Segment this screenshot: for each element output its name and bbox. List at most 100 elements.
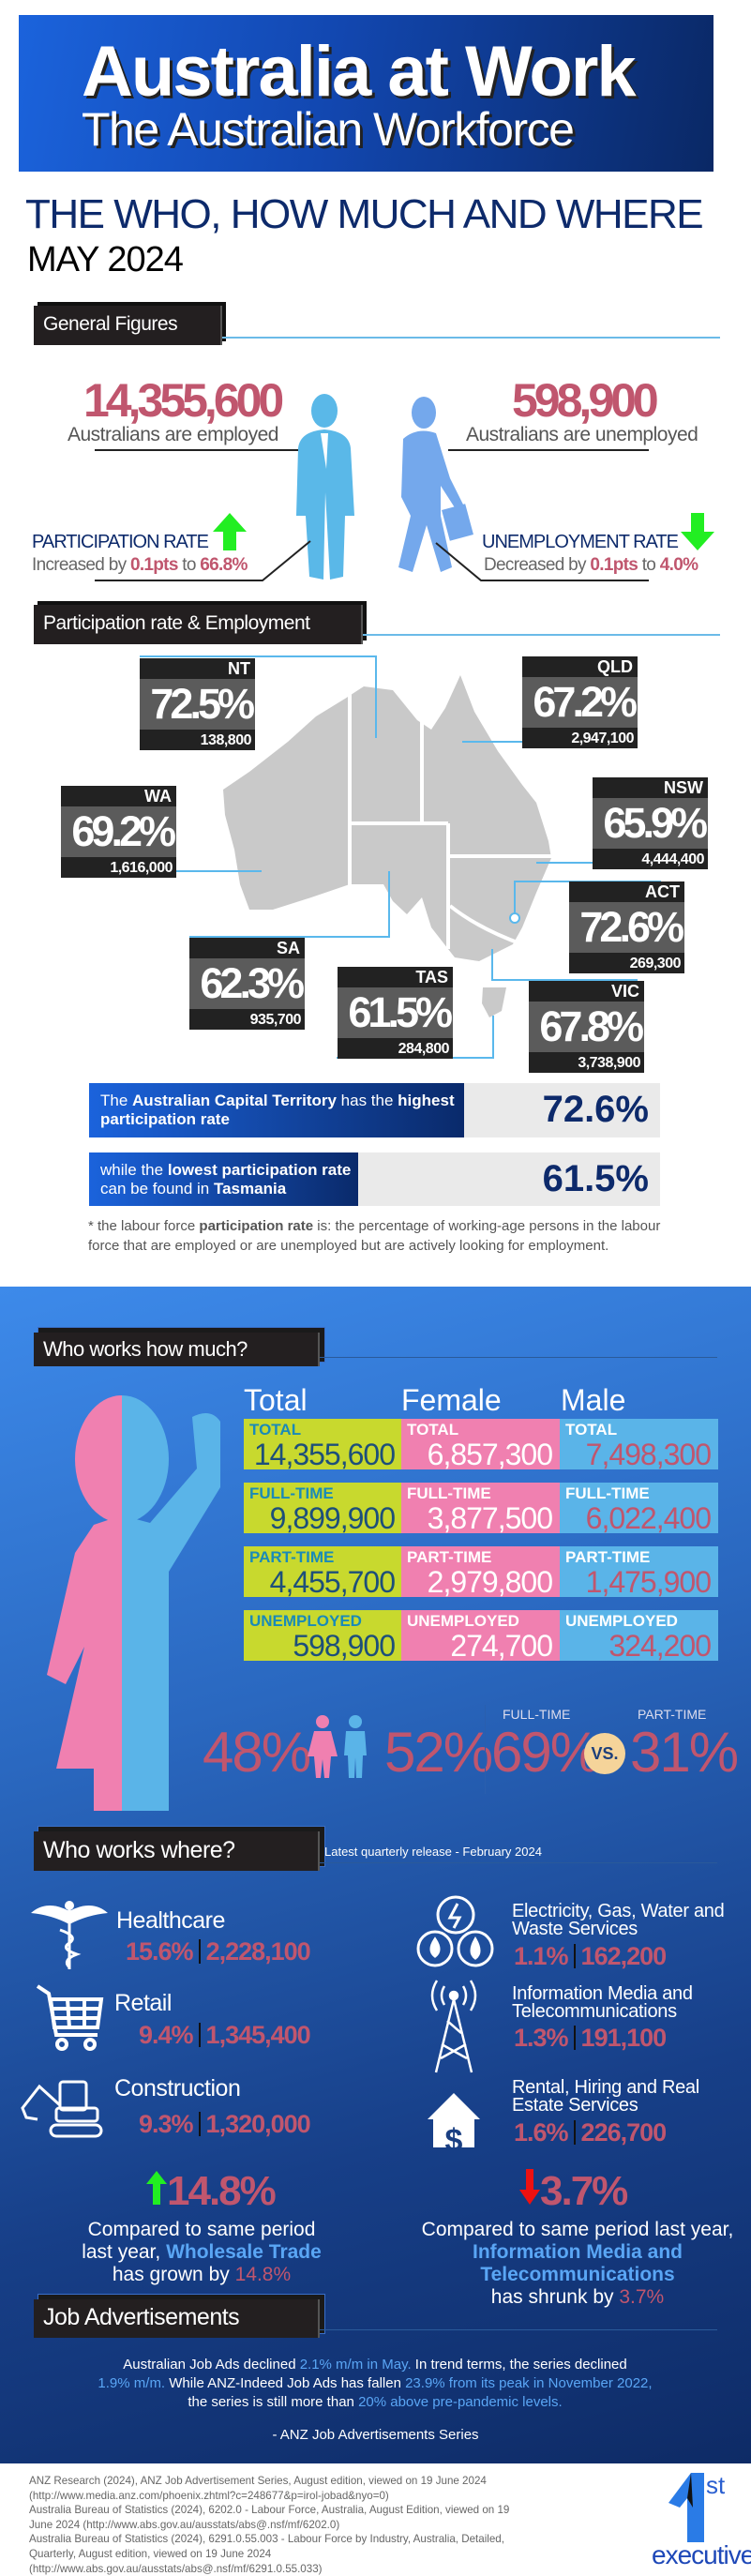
state-box-nsw: NSW 65.9% 4,444,400 [593, 777, 708, 869]
cell-label: FULL-TIME [249, 1484, 334, 1502]
state-borders [348, 694, 551, 949]
section-participation: Participation rate & Employment [34, 605, 363, 644]
state-rate: 69.2% [61, 806, 176, 857]
text: Compared to same period last year, [421, 2219, 734, 2240]
employed-man-icon [296, 394, 354, 580]
text: Increased by [32, 555, 130, 575]
utilities-icon [416, 1895, 494, 1967]
state-employed: 3,738,900 [529, 1052, 644, 1073]
state-box-act: ACT 72.6% 269,300 [569, 881, 684, 973]
separator [573, 2120, 576, 2145]
arrow-down-icon [519, 2169, 540, 2205]
separator [198, 2023, 201, 2047]
highlight: 1.9% m/m. [98, 2375, 166, 2391]
industry-name: Information Media and Telecommunications [512, 1983, 693, 2022]
industry-count: 2,228,100 [205, 1937, 311, 1966]
industry-count: 191,100 [580, 2024, 668, 2052]
cell-label: UNEMPLOYED [407, 1612, 519, 1630]
industry-share: 9.3% [139, 2110, 194, 2138]
change-value: 0.1pts [129, 555, 178, 575]
state-employed: 4,444,400 [593, 849, 708, 869]
participation-rate-change: Increased by 0.1pts to 66.8% [32, 555, 248, 576]
act-marker [509, 912, 520, 924]
shrink-value: 3.7% [540, 2168, 628, 2214]
shrink-value: 3.7% [619, 2286, 665, 2308]
industry-name: Healthcare [116, 1907, 225, 1934]
cell-value: 7,498,300 [585, 1438, 712, 1471]
state-code: QLD [522, 656, 638, 677]
shrink-description: Compared to same period last year, Infor… [409, 2219, 746, 2309]
female-icon [308, 1715, 338, 1778]
company-logo: st executive [652, 2470, 751, 2571]
divider [320, 1862, 717, 1863]
cell-label: PART-TIME [249, 1548, 335, 1566]
text: highest participation rate [100, 1092, 455, 1128]
table-cell-total: PART-TIME 4,455,700 [244, 1546, 402, 1597]
employed-count: 14,355,600 [83, 374, 284, 427]
state-rate: 61.5% [338, 987, 453, 1038]
table-cell-female: UNEMPLOYED 274,700 [401, 1610, 560, 1661]
state-employed: 138,800 [140, 730, 255, 750]
text: has the [336, 1092, 398, 1109]
rate-value: 66.8% [200, 555, 248, 575]
section-general-figures: General Figures [34, 306, 222, 345]
table-cell-female: FULL-TIME 3,877,500 [401, 1483, 560, 1533]
table-cell-female: TOTAL 6,857,300 [401, 1419, 560, 1469]
callout-value: 61.5% [542, 1158, 649, 1199]
state-rate: 72.5% [140, 679, 255, 730]
growth-stat: 14.8% [146, 2168, 277, 2215]
part-time-label: PART-TIME [638, 1707, 707, 1722]
state-employed: 935,700 [189, 1009, 305, 1030]
shopping-cart-icon [36, 1984, 104, 2051]
state-box-qld: QLD 67.2% 2,947,100 [522, 656, 638, 748]
text: participation rate [199, 1218, 314, 1234]
female-percentage: 48% [203, 1721, 311, 1784]
industry-share: 1.6% [514, 2118, 569, 2147]
job-ads-paragraph: Australian Job Ads declined 2.1% m/m in … [38, 2356, 713, 2412]
title-banner [19, 15, 713, 172]
industry-share: 9.4% [139, 2021, 194, 2049]
growth-value: 14.8% [234, 2264, 292, 2285]
text: In trend terms, the series declined [411, 2357, 627, 2373]
text: the series is still more than [188, 2394, 359, 2410]
industry-figures: 1.1% 162,200 [514, 1942, 667, 1971]
industry-name: Retail [114, 1990, 172, 2016]
industry-name: Construction [114, 2075, 241, 2101]
house-dollar-icon: $ [428, 2093, 480, 2147]
industry-figures: 1.6% 226,700 [514, 2118, 668, 2147]
industry-name: Electricity, Gas, Water and Waste Servic… [512, 1901, 725, 1939]
highest-rate-callout: The Australian Capital Territory has the… [89, 1083, 660, 1137]
state-box-sa: SA 62.3% 935,700 [189, 938, 305, 1030]
logo-one-mark [668, 2473, 704, 2542]
state-rate: 67.8% [529, 1002, 644, 1052]
state-box-tas: TAS 61.5% 284,800 [338, 967, 453, 1059]
state-employed: 1,616,000 [61, 857, 176, 878]
divider [363, 634, 720, 636]
cell-label: FULL-TIME [565, 1484, 650, 1502]
industry-name: Wholesale Trade [166, 2241, 322, 2263]
leader-line [95, 540, 311, 581]
table-cell-male: PART-TIME 1,475,900 [560, 1546, 718, 1597]
section-job-advertisements: Job Advertisements [34, 2299, 320, 2338]
industry-figures: 15.6% 2,228,100 [126, 1937, 311, 1966]
cell-value: 4,455,700 [269, 1565, 396, 1599]
cell-value: 14,355,600 [253, 1438, 396, 1471]
table-cell-total: TOTAL 14,355,600 [244, 1419, 402, 1469]
industry-count: 226,700 [580, 2118, 668, 2147]
text: to [638, 555, 660, 575]
cell-label: TOTAL [407, 1421, 459, 1439]
cell-label: PART-TIME [565, 1548, 651, 1566]
cell-label: TOTAL [249, 1421, 302, 1439]
arrow-down-icon [681, 513, 714, 550]
state-rate: 62.3% [189, 958, 305, 1009]
arrow-up-icon [146, 2171, 167, 2205]
cell-value: 3,877,500 [427, 1501, 553, 1535]
table-cell-male: TOTAL 7,498,300 [560, 1419, 718, 1469]
state-rate: 67.2% [522, 677, 638, 728]
vs-badge: VS. [584, 1733, 625, 1774]
full-time-percentage: 69% [491, 1721, 600, 1784]
shrink-stat: 3.7% [519, 2168, 628, 2215]
highlight: 2.1% m/m in May. [299, 2357, 412, 2373]
state-code: TAS [338, 967, 453, 987]
separator [573, 1944, 576, 1968]
